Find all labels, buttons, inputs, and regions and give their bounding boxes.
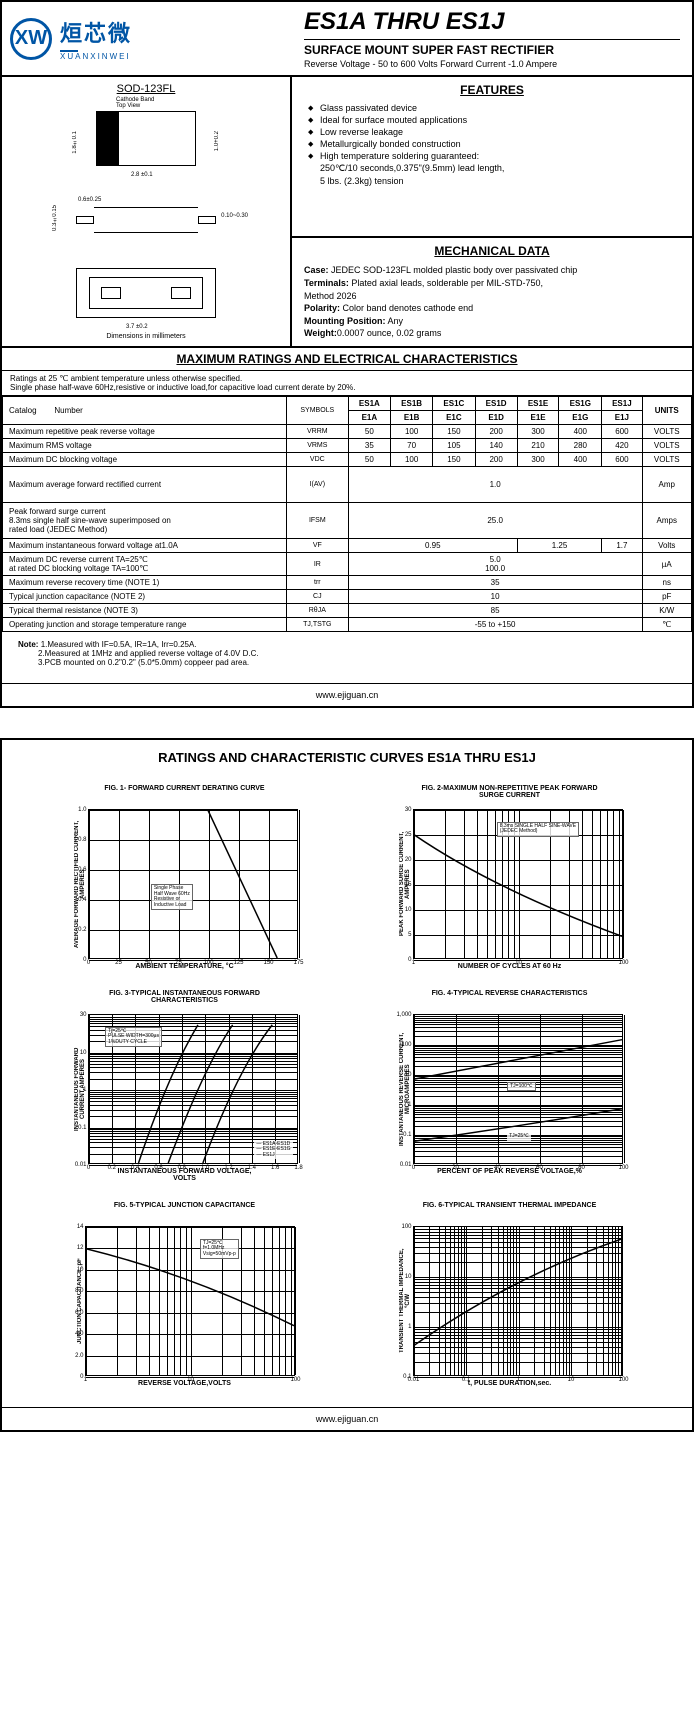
url: www.ejiguan.cn <box>2 683 692 706</box>
part-specs: Reverse Voltage - 50 to 600 Volts Forwar… <box>304 59 680 69</box>
chart-4: FIG. 4-TYPICAL REVERSE CHARACTERISTICS I… <box>357 990 662 1182</box>
spec-table: Catalog NumberSYMBOLSES1AES1BES1CES1DES1… <box>2 396 692 632</box>
chart-title: FIG. 4-TYPICAL REVERSE CHARACTERISTICS <box>432 990 588 1008</box>
chart-ylabel: TRANSIENT THERMAL IMPEDANCE,°C/W <box>397 1226 413 1376</box>
ratings-note: Ratings at 25 ℃ ambient temperature unle… <box>2 371 692 396</box>
row-2: SOD-123FL Cathode Band Top View 1.8±0.1 … <box>2 77 692 348</box>
logo-cell: XW 烜芯微 XUANXINWEI <box>2 2 292 75</box>
package-diagram: Cathode Band Top View 1.8±0.1 1.0+0.2 2.… <box>8 99 284 329</box>
chart-5: FIG. 5-TYPICAL JUNCTION CAPACITANCE JUNC… <box>32 1202 337 1387</box>
logo-chinese: 烜芯微 <box>60 16 132 48</box>
chart-ylabel: AVERAGE FORWARD RECTIFIED CURRENT,AMPERE… <box>72 809 88 959</box>
chart-plot: 02.04.06.08.0101214110100TJ=25℃f=1.0MHzV… <box>85 1226 295 1376</box>
feature-item: High temperature soldering guaranteed: <box>308 151 680 161</box>
chart-plot: 00.20.40.60.81.00255075100125150175Singl… <box>88 809 298 959</box>
datasheet-page-2: RATINGS AND CHARACTERISTIC CURVES ES1A T… <box>0 738 694 1432</box>
mechanical-title: MECHANICAL DATA <box>304 244 680 258</box>
ratings-title: MAXIMUM RATINGS AND ELECTRICAL CHARACTER… <box>2 348 692 371</box>
chart-plot: 0.11101000.010.1110100 <box>413 1226 623 1376</box>
chart-plot: 0510152025301101008.3ms SINGLE HALF SINE… <box>413 809 623 959</box>
logo-english: XUANXINWEI <box>60 52 132 61</box>
chart-title: FIG. 6-TYPICAL TRANSIENT THERMAL IMPEDAN… <box>423 1202 597 1220</box>
url-2: www.ejiguan.cn <box>2 1407 692 1430</box>
mechanical-cell: MECHANICAL DATA Case: JEDEC SOD-123FL mo… <box>292 238 692 346</box>
features-cell: FEATURES Glass passivated device Ideal fo… <box>292 77 692 238</box>
part-subtitle: SURFACE MOUNT SUPER FAST RECTIFIER <box>304 43 680 57</box>
chart-title: FIG. 1- FORWARD CURRENT DERATING CURVE <box>104 785 264 803</box>
datasheet-page-1: XW 烜芯微 XUANXINWEI ES1A THRU ES1J SURFACE… <box>0 0 694 708</box>
features-list: Glass passivated device Ideal for surface… <box>304 103 680 161</box>
chart-plot: 0.010.11103000.20.40.60.81.01.21.41.61.8… <box>88 1014 298 1164</box>
chart-6: FIG. 6-TYPICAL TRANSIENT THERMAL IMPEDAN… <box>357 1202 662 1387</box>
diode-icon <box>60 50 78 52</box>
package-name: SOD-123FL <box>8 83 284 95</box>
feature-item: Low reverse leakage <box>308 127 680 137</box>
chart-title: FIG. 5-TYPICAL JUNCTION CAPACITANCE <box>114 1202 255 1220</box>
chart-title: FIG. 2-MAXIMUM NON-REPETITIVE PEAK FORWA… <box>421 785 597 803</box>
chart-xlabel: NUMBER OF CYCLES AT 60 Hz <box>458 963 561 970</box>
dims-note: Dimensions in millimeters <box>8 333 284 340</box>
chart-plot: 0.010.11101001,000020406080100TJ=100℃TJ=… <box>413 1014 623 1164</box>
feature-item: Metallurgically bonded construction <box>308 139 680 149</box>
right-column: FEATURES Glass passivated device Ideal fo… <box>292 77 692 346</box>
chart-xlabel: t, PULSE DURATION,sec. <box>468 1380 552 1387</box>
title-cell: ES1A THRU ES1J SURFACE MOUNT SUPER FAST … <box>292 2 692 75</box>
mechanical-body: Case: JEDEC SOD-123FL molded plastic bod… <box>304 264 680 340</box>
part-title: ES1A THRU ES1J <box>304 8 680 36</box>
chart-xlabel: REVERSE VOLTAGE,VOLTS <box>138 1380 231 1387</box>
chart-3: FIG. 3-TYPICAL INSTANTANEOUS FORWARDCHAR… <box>32 990 337 1182</box>
chart-2: FIG. 2-MAXIMUM NON-REPETITIVE PEAK FORWA… <box>357 785 662 970</box>
feature-item: Ideal for surface mouted applications <box>308 115 680 125</box>
package-cell: SOD-123FL Cathode Band Top View 1.8±0.1 … <box>2 77 292 346</box>
chart-title: FIG. 3-TYPICAL INSTANTANEOUS FORWARDCHAR… <box>109 990 260 1008</box>
features-title: FEATURES <box>304 83 680 97</box>
feature-item: Glass passivated device <box>308 103 680 113</box>
notes: Note: 1.Measured with IF=0.5A, IR=1A, Ir… <box>2 632 692 683</box>
chart-1: FIG. 1- FORWARD CURRENT DERATING CURVE A… <box>32 785 337 970</box>
charts-grid: FIG. 1- FORWARD CURRENT DERATING CURVE A… <box>2 775 692 1407</box>
chart-ylabel: INSTANTANEOUS REVERSE CURRENT,MICROAMPER… <box>397 1014 413 1164</box>
logo-icon: XW <box>10 18 52 60</box>
header-row: XW 烜芯微 XUANXINWEI ES1A THRU ES1J SURFACE… <box>2 2 692 77</box>
curves-title: RATINGS AND CHARACTERISTIC CURVES ES1A T… <box>2 740 692 775</box>
